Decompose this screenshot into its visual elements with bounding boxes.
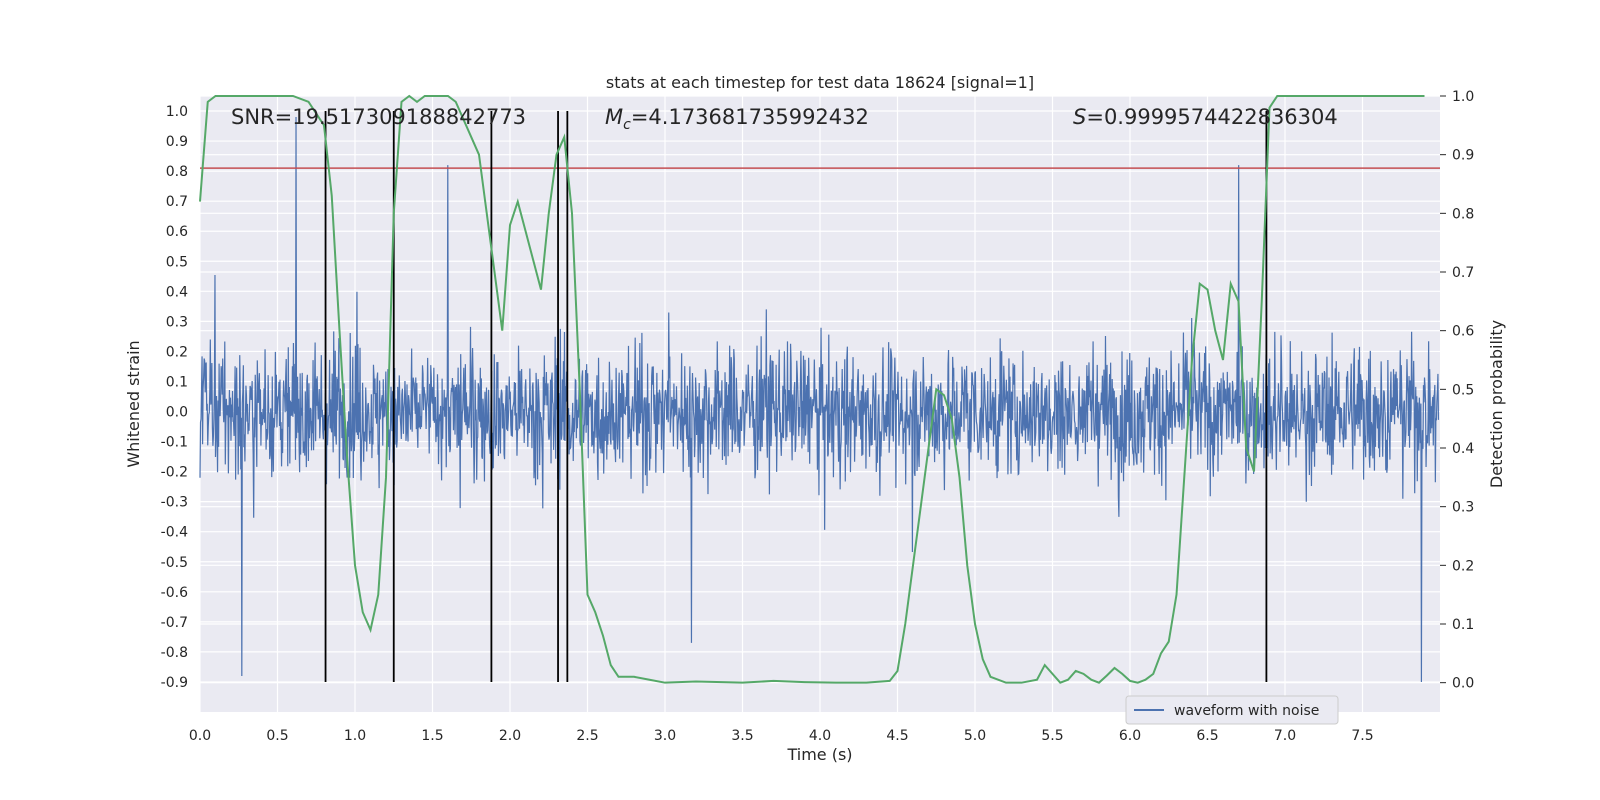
x-tick-label: 3.5 [731, 728, 753, 744]
s-value: =0.9999574422836304 [1086, 105, 1337, 129]
x-tick-label: 3.0 [654, 728, 676, 744]
y-left-tick-label: -0.4 [161, 525, 188, 541]
y-left-tick-label: 0.6 [166, 224, 188, 240]
y-left-tick-label: 0.9 [166, 134, 188, 150]
y-left-tick-label: 0.2 [166, 344, 188, 360]
x-tick-label: 2.5 [576, 728, 598, 744]
x-tick-label: 0.5 [266, 728, 288, 744]
y-right-tick-label: 0.5 [1452, 382, 1474, 398]
y-right-tick-label: 0.7 [1452, 265, 1474, 281]
y-left-tick-label: 0.1 [166, 374, 188, 390]
legend: waveform with noise [1125, 695, 1339, 725]
y-left-tick-label: 0.4 [166, 284, 188, 300]
x-tick-label: 4.5 [886, 728, 908, 744]
s-annotation: S=0.9999574422836304 [1073, 105, 1338, 129]
x-tick-label: 7.5 [1351, 728, 1373, 744]
x-tick-label: 5.0 [964, 728, 986, 744]
y-left-tick-label: 1.0 [166, 104, 188, 120]
y-right-tick-label: 0.4 [1452, 441, 1474, 457]
noise-series [199, 117, 1440, 682]
y-left-tick-label: -0.6 [161, 585, 188, 601]
y-right-tick-label: 0.1 [1452, 617, 1474, 633]
x-axis-label: Time (s) [786, 745, 852, 764]
snr-annotation: SNR=19.517309188842773 [231, 105, 526, 129]
s-symbol: S [1073, 105, 1086, 129]
y-left-tick-label: 0.3 [166, 314, 188, 330]
mc-subscript: c [623, 117, 631, 133]
y-left-tick-label: 0.8 [166, 164, 188, 180]
vertical-markers [324, 111, 1268, 682]
y-left-tick-label: -0.9 [161, 675, 188, 691]
y-axis-right-label: Detection probability [1487, 320, 1506, 488]
y-right-tick-label: 0.9 [1452, 148, 1474, 164]
y-axis-right-ticks: 1.0 0.9 0.8 0.7 0.6 0.5 0.4 0.3 0.2 0.1 0.0 [1440, 89, 1474, 692]
legend-box [1125, 695, 1339, 725]
y-right-tick-label: 0.6 [1452, 324, 1474, 340]
y-right-tick-label: 0.2 [1452, 558, 1474, 574]
y-right-tick-label: 1.0 [1452, 89, 1474, 105]
x-tick-label: 5.5 [1041, 728, 1063, 744]
y-left-tick-label: 0.5 [166, 254, 188, 270]
y-axis-left-label-text: Whitened strain [124, 340, 143, 467]
x-tick-label: 6.5 [1196, 728, 1218, 744]
y-left-tick-label: -0.2 [161, 465, 188, 481]
legend-label: waveform with noise [1174, 703, 1319, 719]
probability-series [199, 94, 1425, 684]
mc-value: =4.173681735992432 [631, 105, 869, 129]
y-left-tick-label: -0.8 [161, 645, 188, 661]
x-tick-label: 7.0 [1274, 728, 1296, 744]
y-left-tick-label: -0.5 [161, 555, 188, 571]
chart-title: stats at each timestep for test data 186… [606, 73, 1034, 92]
x-tick-label: 0.0 [189, 728, 211, 744]
y-left-tick-label: -0.1 [161, 435, 188, 451]
mc-annotation: Mc=4.173681735992432 [605, 105, 869, 133]
noise-line [199, 117, 1440, 682]
x-tick-label: 1.0 [344, 728, 366, 744]
y-right-tick-label: 0.3 [1452, 500, 1474, 516]
probability-line [199, 94, 1425, 684]
y-left-tick-label: 0.0 [166, 405, 188, 421]
y-right-tick-label: 0.8 [1452, 206, 1474, 222]
x-tick-label: 1.5 [421, 728, 443, 744]
x-tick-label: 6.0 [1119, 728, 1141, 744]
y-right-tick-label: 0.0 [1452, 676, 1474, 692]
y-left-tick-label: -0.7 [161, 615, 188, 631]
y-left-tick-label: 0.7 [166, 194, 188, 210]
x-tick-label: 4.0 [809, 728, 831, 744]
y-axis-left-ticks: 1.0 0.9 0.8 0.7 0.6 0.5 0.4 0.3 0.2 0.1 0.0 -0.1 -0.… [161, 104, 188, 691]
x-tick-label: 2.0 [499, 728, 521, 744]
y-left-tick-label: -0.3 [161, 495, 188, 511]
mc-symbol: M [605, 105, 623, 129]
x-axis-ticks: 0.0 0.5 1.0 1.5 2.0 2.5 3.0 3.5 4.0 4.5 5.0 5.5 6.0 6… [189, 728, 1374, 744]
